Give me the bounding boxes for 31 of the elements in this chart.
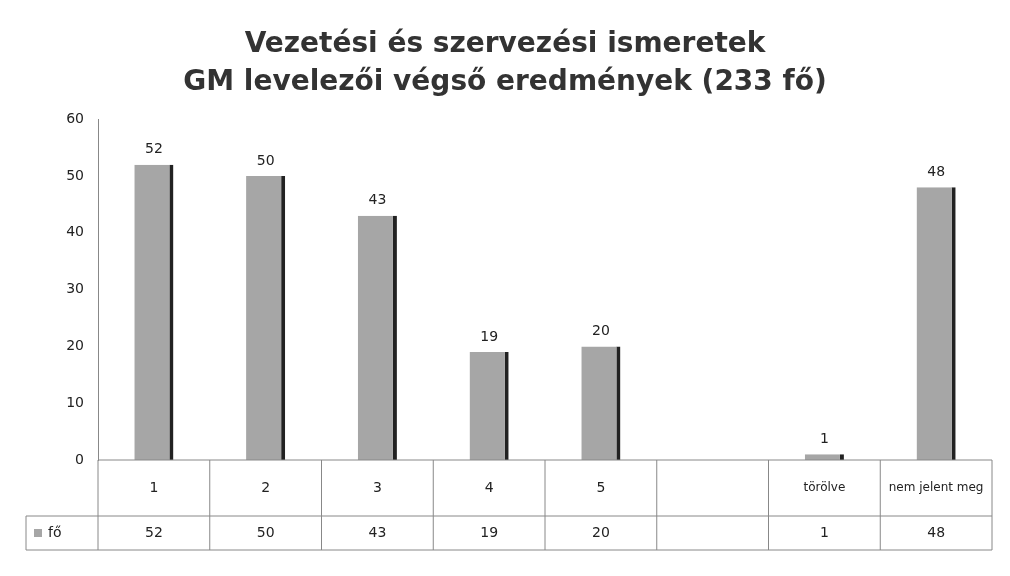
- annotation: 1: [819, 429, 829, 446]
- data-label: 1: [819, 523, 829, 540]
- x-tick-label: 3: [372, 478, 382, 495]
- x-tick-label: 2: [261, 478, 271, 495]
- annotation: 43: [368, 191, 387, 208]
- x-tick-label: 5: [596, 478, 606, 495]
- y-tick-label: 60: [66, 109, 84, 126]
- annotation: 52: [144, 140, 163, 157]
- y-tick-label: 40: [66, 223, 84, 240]
- data-label: 20: [591, 523, 610, 540]
- x-tick-label: törölve: [803, 480, 846, 495]
- y-tick-label: 30: [66, 280, 84, 297]
- annotation: 50: [256, 151, 275, 168]
- data-label: 52: [144, 523, 163, 540]
- y-tick-label: 20: [66, 337, 84, 354]
- chart-subtitle: GM levelezői végső eredmények (233 fő): [183, 63, 827, 97]
- data-label: 50: [256, 523, 275, 540]
- annotation: 19: [480, 327, 499, 344]
- data-label: 19: [480, 523, 499, 540]
- annotation: 48: [927, 163, 946, 179]
- y-tick-label: 0: [75, 450, 84, 467]
- x-tick-label: 4: [484, 478, 494, 495]
- data-label: 43: [368, 523, 387, 540]
- legend-label: fő: [48, 523, 62, 540]
- y-tick-label: 10: [66, 393, 84, 410]
- x-tick-label: nem jelent meg: [888, 480, 984, 495]
- y-tick-label: 50: [66, 166, 84, 183]
- x-tick-label: 1: [149, 478, 159, 495]
- annotation: 20: [591, 322, 610, 339]
- data-label: 48: [927, 523, 946, 540]
- chart-title: Vezetési és szervezési ismeretek: [244, 26, 767, 60]
